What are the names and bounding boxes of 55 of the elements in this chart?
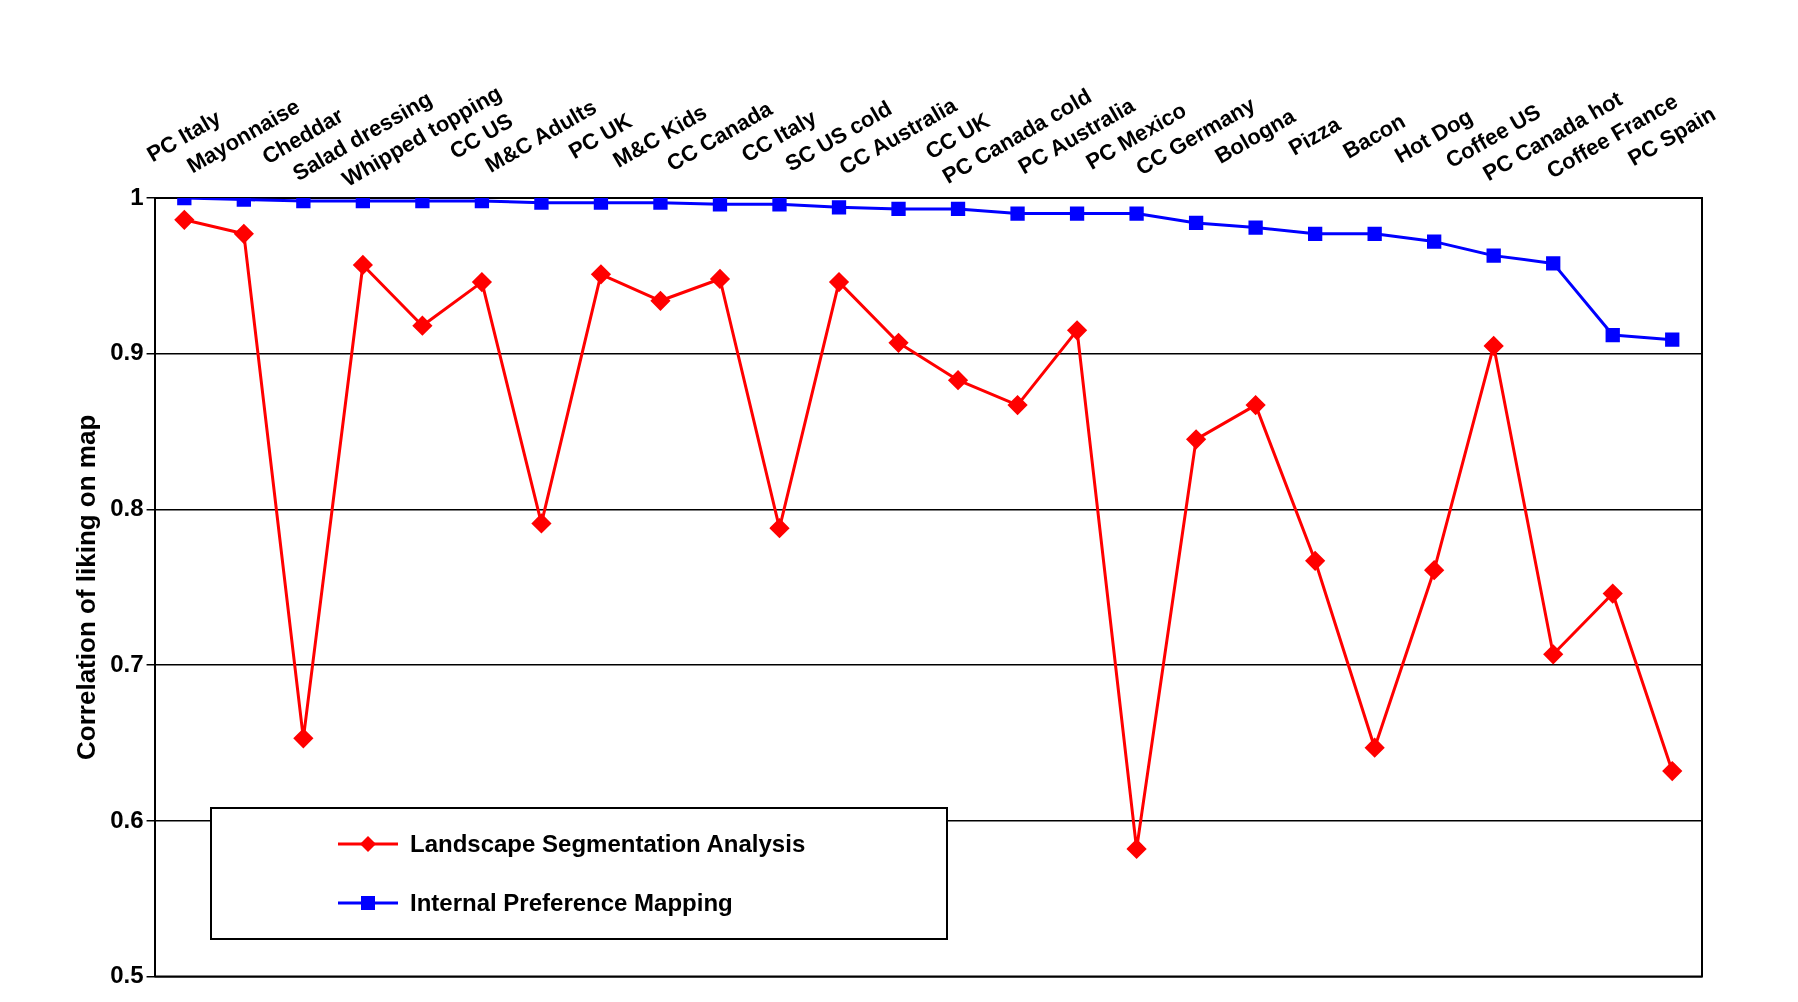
y-tick-label: 0.8 — [110, 494, 144, 522]
point — [1543, 644, 1563, 664]
point — [1427, 234, 1442, 249]
point — [948, 370, 968, 390]
legend-label: Internal Preference Mapping — [410, 888, 733, 917]
point — [1248, 220, 1263, 235]
point — [234, 224, 254, 244]
point — [769, 518, 789, 538]
point — [1129, 206, 1144, 221]
point — [891, 201, 906, 217]
point — [1486, 248, 1501, 263]
point — [1186, 429, 1206, 449]
y-tick-label: 0.9 — [110, 338, 144, 366]
point — [1069, 206, 1085, 221]
point — [712, 198, 728, 212]
point — [1665, 332, 1680, 347]
point — [1008, 395, 1028, 415]
point — [472, 272, 492, 292]
point — [293, 728, 313, 748]
point — [1484, 336, 1504, 356]
point — [650, 291, 670, 311]
point — [829, 272, 849, 292]
point — [1605, 327, 1620, 343]
y-tick-label: 1 — [130, 182, 144, 210]
point — [889, 333, 909, 353]
point — [831, 200, 847, 215]
point — [1127, 839, 1147, 859]
point — [593, 198, 609, 210]
y-tick-label: 0.7 — [110, 649, 144, 677]
point — [1246, 395, 1266, 415]
point — [1546, 256, 1561, 271]
y-tick-label: 0.6 — [110, 805, 144, 833]
point — [1188, 215, 1204, 231]
point — [353, 255, 373, 275]
point — [772, 198, 787, 212]
point — [950, 201, 966, 217]
point — [653, 198, 668, 210]
point — [710, 269, 730, 289]
point — [1010, 206, 1025, 221]
point — [1067, 320, 1087, 340]
point — [1365, 738, 1385, 758]
legend-label: Landscape Segmentation Analysis — [410, 830, 806, 859]
point — [1662, 761, 1682, 781]
point — [591, 264, 611, 284]
point — [1305, 551, 1325, 571]
point — [174, 210, 194, 230]
point — [534, 198, 549, 210]
point — [1424, 560, 1444, 580]
point — [412, 316, 432, 336]
y-tick-label: 0.5 — [110, 961, 144, 989]
point — [1367, 226, 1382, 241]
y-axis-title: Correlation of liking on map — [70, 414, 101, 760]
point — [1603, 584, 1623, 604]
point — [531, 513, 551, 533]
point — [1307, 226, 1323, 241]
